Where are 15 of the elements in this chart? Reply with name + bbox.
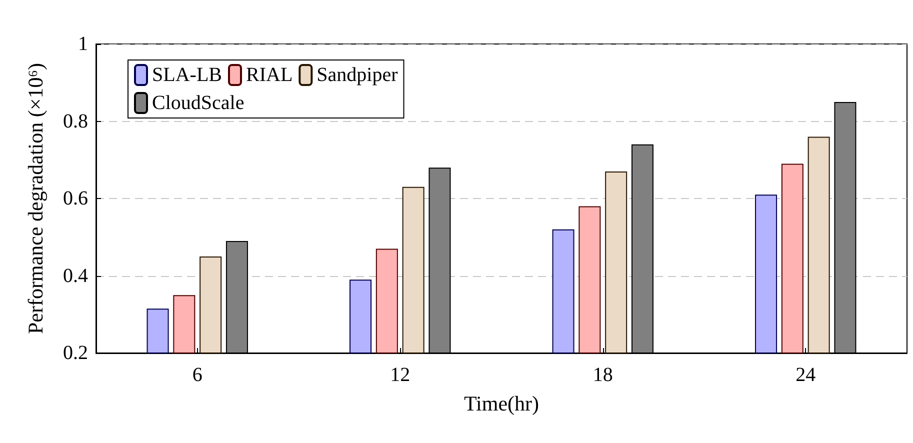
y-tick-label: 0.2 [63, 342, 88, 364]
x-tick-label: 12 [390, 364, 410, 386]
legend-label: RIAL [246, 64, 293, 86]
y-axis-title: Performance degradation (×10⁶) [24, 62, 48, 334]
legend-label: SLA-LB [152, 64, 222, 86]
x-axis-title: Time(hr) [464, 392, 540, 416]
y-tick-label: 0.6 [63, 188, 88, 210]
y-tick-label: 0.4 [63, 264, 88, 287]
x-tick-label: 24 [796, 364, 816, 386]
y-tick-label: 1 [78, 33, 88, 55]
legend-label: Sandpiper [316, 64, 398, 86]
x-tick-label: 18 [592, 364, 613, 386]
x-tick-label: 6 [192, 364, 202, 386]
y-tick-label: 0.8 [63, 110, 88, 132]
legend-label: CloudScale [152, 92, 244, 114]
